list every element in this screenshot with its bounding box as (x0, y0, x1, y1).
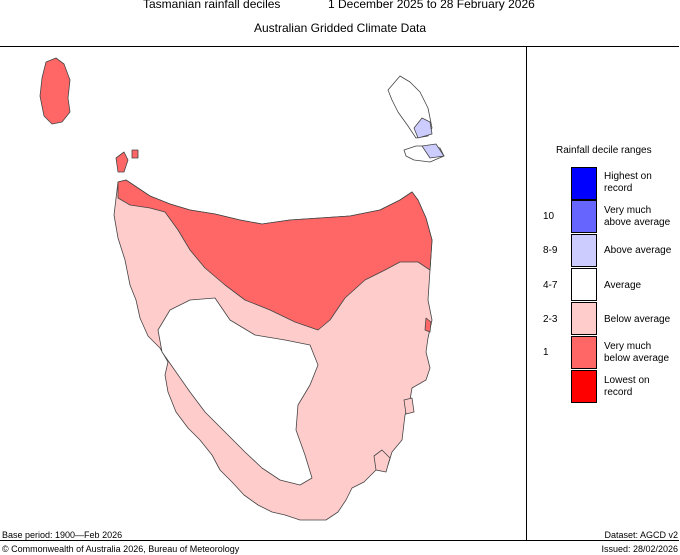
map-subtitle: Australian Gridded Climate Data (253, 21, 427, 35)
issued-date: Issued: 28/02/2026 (601, 544, 678, 554)
region-very-much-below-average-north (117, 179, 433, 331)
map-frame (0, 46, 679, 541)
base-period: Base period: 1900—Feb 2026 (2, 530, 123, 540)
region-hunter-islands (115, 151, 129, 173)
tasmania-map (39, 57, 445, 521)
legend-label-very-much-above: Very much above average (604, 205, 671, 228)
legend-code-very-much-below: 1 (543, 347, 549, 358)
legend-code-above: 8-9 (543, 245, 558, 256)
region-flinders-above-average (413, 117, 433, 139)
legend-swatch-very-much-above (571, 200, 597, 233)
legend-label-highest: Highest on record (604, 171, 652, 194)
legend-swatch-average (571, 268, 597, 301)
dataset-label: Dataset: AGCD v2 (604, 530, 678, 540)
map-title: Tasmanian rainfall deciles (143, 0, 281, 11)
legend-swatch-below (571, 302, 597, 335)
legend-label-lowest: Lowest on record (604, 375, 650, 398)
legend-label-very-much-below: Very much below average (604, 341, 670, 364)
legend-code-average: 4-7 (543, 280, 558, 291)
legend-label-average: Average (604, 280, 642, 291)
legend-label-above: Above average (604, 245, 672, 256)
legend-title: Rainfall decile ranges (556, 145, 652, 156)
copyright-notice: © Commonwealth of Australia 2026, Bureau… (2, 544, 240, 554)
region-cape-barren-above-average (421, 143, 445, 159)
legend-swatch-very-much-below (571, 336, 597, 369)
region-south-islands (373, 449, 391, 473)
legend-swatch-lowest (571, 370, 597, 403)
legend-code-very-much-above: 10 (543, 211, 555, 222)
region-very-much-below-average-east-coast (424, 317, 432, 333)
legend-label-below: Below average (604, 314, 671, 325)
region-king-island (39, 57, 71, 125)
legend-swatch-highest (571, 167, 597, 200)
legend-swatch-above (571, 234, 597, 267)
legend-divider (526, 46, 527, 541)
map-period: 1 December 2025 to 28 February 2026 (328, 0, 535, 11)
legend-code-below: 2-3 (543, 314, 558, 325)
region-average-central (157, 297, 319, 486)
